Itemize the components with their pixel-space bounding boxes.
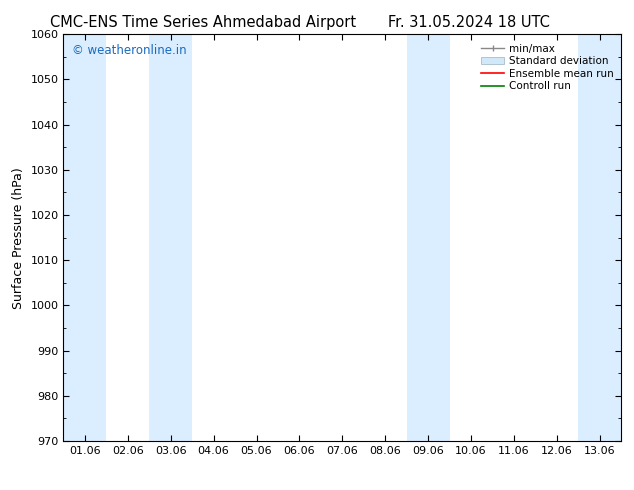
Text: © weatheronline.in: © weatheronline.in (72, 45, 186, 57)
Y-axis label: Surface Pressure (hPa): Surface Pressure (hPa) (12, 167, 25, 309)
Bar (149, 34, 192, 441)
Text: Fr. 31.05.2024 18 UTC: Fr. 31.05.2024 18 UTC (388, 15, 550, 30)
Bar (407, 34, 450, 441)
Bar (63, 34, 107, 441)
Bar (578, 34, 621, 441)
Text: CMC-ENS Time Series Ahmedabad Airport: CMC-ENS Time Series Ahmedabad Airport (50, 15, 356, 30)
Legend: min/max, Standard deviation, Ensemble mean run, Controll run: min/max, Standard deviation, Ensemble me… (481, 44, 613, 92)
